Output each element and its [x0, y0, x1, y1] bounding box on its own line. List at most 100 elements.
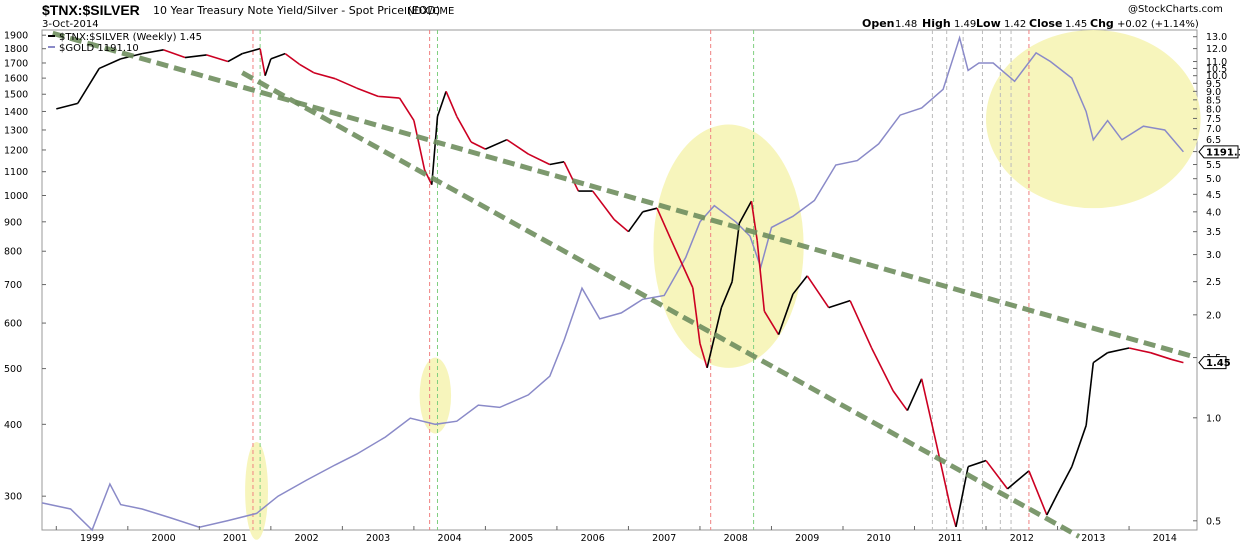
ratio-segment-24 — [436, 91, 447, 117]
right-tick-label-8: 8.5 — [1206, 95, 1221, 106]
ratio-segment-25 — [445, 91, 458, 117]
left-tick-label-5: 1500 — [4, 90, 28, 101]
ratio-segment-72 — [1150, 351, 1173, 361]
plot-frame — [41, 29, 1198, 531]
x-tick-label-15: 2013 — [1081, 533, 1105, 544]
ohlc-close-label: Close — [1029, 17, 1062, 30]
x-tick-label-1: 1999 — [80, 533, 104, 544]
right-tick-label-9: 8.0 — [1206, 104, 1221, 115]
ratio-segment-48 — [763, 310, 780, 336]
left-tick-label-8: 1200 — [4, 145, 28, 156]
left-tick-label-9: 1100 — [4, 167, 28, 178]
ratio-segment-54 — [870, 347, 894, 392]
right-tick-label-10: 7.5 — [1206, 114, 1221, 125]
ratio-segment-2 — [77, 68, 100, 104]
ohlc-high-value: 1.49 — [954, 19, 976, 30]
ratio-segment-13 — [270, 52, 286, 60]
ratio-segment-40 — [692, 287, 701, 344]
left-tick-label-13: 700 — [4, 280, 22, 291]
right-tick-label-21: 2.0 — [1206, 310, 1221, 321]
ratio-segment-37 — [642, 207, 658, 213]
ratio-segment-35 — [613, 218, 629, 233]
highlight-zone-3 — [653, 124, 804, 368]
ratio-segment-17 — [334, 77, 357, 89]
right-tick-label-24: 0.5 — [1206, 516, 1221, 527]
ohlc-chg-label: Chg — [1090, 17, 1114, 30]
ratio-segment-71 — [1128, 347, 1151, 354]
ratio-segment-56 — [906, 378, 923, 411]
ratio-segment-28 — [485, 138, 508, 150]
ratio-segment-11 — [259, 48, 266, 76]
last-ratio-tag-box — [1198, 356, 1227, 370]
ratio-segment-27 — [470, 141, 486, 150]
ohlc-low-value: 1.42 — [1004, 19, 1026, 30]
ratio-segment-44 — [731, 223, 741, 282]
x-tick-label-6: 2004 — [438, 533, 462, 544]
ratio-segment-66 — [1056, 466, 1073, 495]
last-gold-tag-box — [1198, 145, 1239, 159]
ratio-segment-47 — [756, 240, 766, 312]
ohlc-close-value: 1.45 — [1065, 19, 1087, 30]
ratio-segment-29 — [506, 139, 529, 155]
left-tick-label-1: 1900 — [4, 31, 28, 42]
x-tick-label-9: 2007 — [652, 533, 676, 544]
left-tick-label-6: 1400 — [4, 107, 28, 118]
right-tick-label-12: 6.5 — [1206, 135, 1221, 146]
right-tick-label-1: 13.0 — [1206, 32, 1227, 43]
left-tick-label-4: 1600 — [4, 74, 28, 85]
chart-legend: $TNX:$SILVER (Weekly) 1.45 $GOLD 1191.10 — [48, 32, 202, 54]
chart-header: $TNX:$SILVER 10 Year Treasury Note Yield… — [42, 2, 1223, 30]
ratio-segment-34 — [592, 190, 615, 220]
ratio-segment-9 — [227, 52, 243, 63]
ratio-segment-65 — [1046, 493, 1059, 516]
ratio-segment-49 — [777, 293, 794, 335]
x-tick-label-10: 2008 — [724, 533, 748, 544]
ratio-segment-19 — [378, 95, 400, 99]
ratio-segment-55 — [892, 390, 909, 412]
ratio-segment-42 — [706, 307, 723, 369]
ratio-segment-8 — [206, 54, 229, 63]
right-tick-label-7: 9.0 — [1206, 87, 1221, 98]
right-tick-label-17: 4.0 — [1206, 207, 1221, 218]
x-tick-label-16: 2014 — [1153, 533, 1177, 544]
ratio-segment-69 — [1092, 352, 1109, 364]
highlight-zone-1 — [245, 441, 268, 540]
right-axis: 13.012.0 11.010.510.09.59.08.58.07.57.06.… — [1193, 32, 1227, 527]
ratio-segment-41 — [699, 343, 708, 369]
ratio-segment-57 — [920, 378, 937, 443]
ratio-segment-52 — [828, 299, 851, 309]
left-tick-label-16: 400 — [4, 420, 22, 431]
last-gold-value: 1191.10 — [1206, 147, 1240, 158]
left-tick-label-3: 1700 — [4, 58, 28, 69]
right-tick-label-3: 11.0 — [1206, 57, 1227, 68]
chart-exchange: INDX/CME — [404, 6, 454, 17]
left-tick-label-7: 1300 — [4, 125, 28, 136]
x-tick-label-7: 2005 — [509, 533, 533, 544]
left-tick-label-17: 300 — [4, 492, 22, 503]
right-tick-label-18: 3.5 — [1206, 227, 1221, 238]
ratio-segment-68 — [1085, 362, 1095, 426]
ratio-segment-30 — [527, 153, 551, 166]
x-tick-label-11: 2009 — [795, 533, 819, 544]
ratio-segment-61 — [967, 459, 987, 468]
ratio-segment-5 — [141, 49, 164, 55]
ratio-segment-53 — [849, 300, 873, 349]
ratio-segment-31 — [549, 161, 565, 166]
right-tick-label-2: 12.0 — [1206, 44, 1227, 55]
right-tick-label-16: 4.5 — [1206, 190, 1221, 201]
brand-label[interactable]: @StockCharts.com — [1128, 4, 1223, 15]
ratio-segment-50 — [792, 275, 808, 295]
left-tick-label-2: 1800 — [4, 44, 28, 55]
right-tick-label-5: 10.0 — [1206, 71, 1227, 82]
ratio-segment-39 — [670, 240, 694, 289]
right-tick-label-23: 1.0 — [1206, 413, 1221, 424]
right-tick-label-6: 9.5 — [1206, 79, 1221, 90]
ratio-segment-7 — [184, 54, 207, 59]
ratio-segment-10 — [242, 47, 261, 55]
gold-series — [41, 35, 1184, 532]
ratio-segment-26 — [456, 116, 472, 143]
ohlc-open-value: 1.48 — [895, 19, 917, 30]
highlight-zones — [245, 30, 1201, 540]
gold-line — [41, 35, 1184, 532]
x-tick-label-5: 2003 — [366, 533, 390, 544]
